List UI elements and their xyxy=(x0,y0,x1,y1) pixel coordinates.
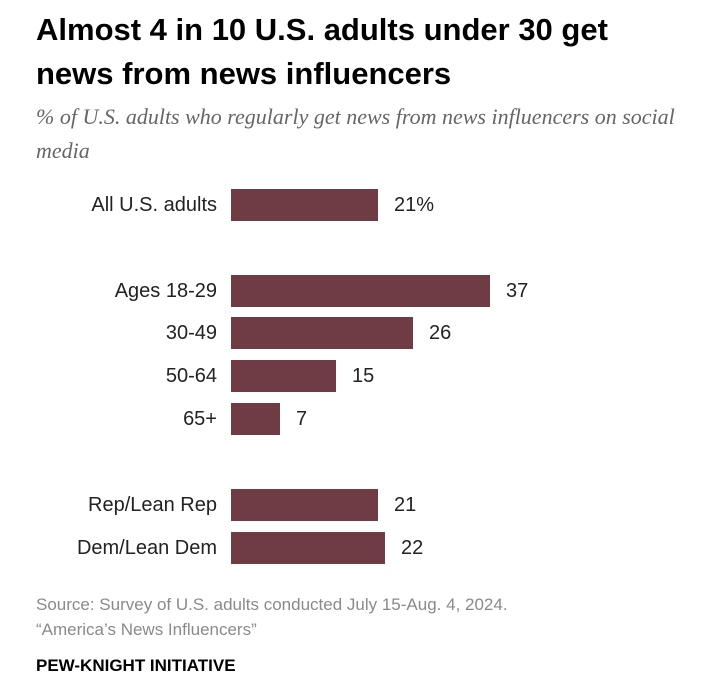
bar-5 xyxy=(231,489,378,521)
value-label-0: 21% xyxy=(394,194,434,216)
chart-subtitle: % of U.S. adults who regularly get news … xyxy=(36,104,675,163)
value-label-1: 37 xyxy=(506,280,528,302)
source-note: Source: Survey of U.S. adults conducted … xyxy=(36,592,676,642)
category-label-2: 30-49 xyxy=(166,322,217,344)
bar-2 xyxy=(231,317,413,349)
value-label-2: 26 xyxy=(429,322,451,344)
chart-title: Almost 4 in 10 U.S. adults under 30 get … xyxy=(36,12,608,91)
value-label-3: 15 xyxy=(352,365,374,387)
value-label-6: 22 xyxy=(401,537,423,559)
bar-0 xyxy=(231,189,378,221)
category-label-5: Rep/Lean Rep xyxy=(88,494,217,516)
category-label-6: Dem/Lean Dem xyxy=(77,537,217,559)
bar-6 xyxy=(231,532,385,564)
value-label-5: 21 xyxy=(394,494,416,516)
bar-1 xyxy=(231,275,490,307)
category-label-3: 50-64 xyxy=(166,365,217,387)
source-line-2: “America’s News Influencers” xyxy=(36,620,257,639)
bar-3 xyxy=(231,360,336,392)
category-label-1: Ages 18-29 xyxy=(115,280,217,302)
bar-4 xyxy=(231,403,280,435)
category-label-4: 65+ xyxy=(183,408,217,430)
source-line-1: Source: Survey of U.S. adults conducted … xyxy=(36,595,508,614)
value-label-4: 7 xyxy=(296,408,307,430)
brand-label: PEW-KNIGHT INITIATIVE xyxy=(36,656,236,675)
category-label-0: All U.S. adults xyxy=(91,194,217,216)
